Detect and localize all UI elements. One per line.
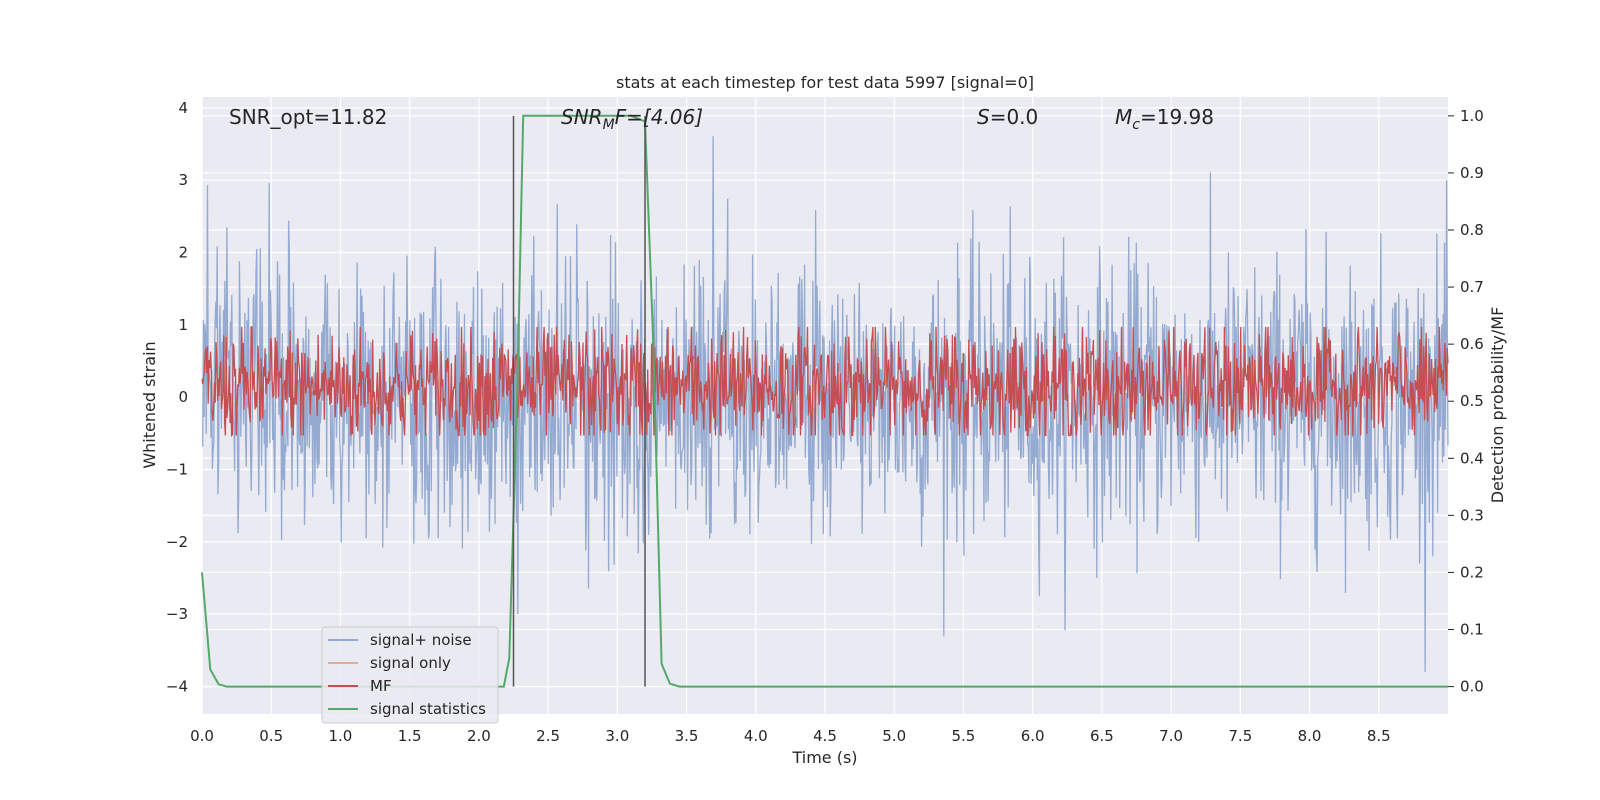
series-line-mf	[201, 326, 1449, 438]
series-group	[201, 114, 1449, 688]
y-right-tick-label: 0.9	[1460, 164, 1484, 182]
y-tick-label: −2	[166, 533, 188, 551]
y-right-tick-label: 1.0	[1460, 107, 1484, 125]
y-right-tick-label: 0.8	[1460, 221, 1484, 239]
legend-box	[321, 626, 499, 724]
y-right-tick-label: 0.4	[1460, 449, 1484, 467]
x-tick-label: 5.0	[882, 727, 906, 745]
y-right-tick-label: 0.3	[1460, 506, 1484, 524]
chart-title: stats at each timestep for test data 599…	[616, 73, 1034, 92]
y-tick-label: 2	[178, 244, 188, 262]
y-right-tick-label: 0.2	[1460, 563, 1484, 581]
vertical-markers	[512, 115, 646, 687]
x-tick-label: 0.5	[259, 727, 283, 745]
y-tick-label: −1	[166, 461, 188, 479]
annotation-mc: Mc=19.98	[1115, 105, 1214, 133]
y-axis-label: Whitened strain	[140, 341, 159, 468]
legend-label-mf: MF	[370, 677, 392, 695]
x-tick-label: 3.0	[605, 727, 629, 745]
x-tick-label: 1.5	[398, 727, 422, 745]
legend-label-signal-statistics: signal statistics	[370, 700, 486, 718]
y-tick-label: −4	[166, 678, 188, 696]
x-tick-label: 4.5	[813, 727, 837, 745]
series-line-signal-statistics	[201, 114, 1448, 688]
x-tick-label: 1.0	[329, 727, 353, 745]
y-tick-label: 4	[178, 99, 188, 117]
x-axis-label: Time (s)	[791, 748, 857, 767]
x-tick-label: 8.5	[1367, 727, 1391, 745]
legend-label-signal-noise: signal+ noise	[370, 631, 472, 649]
annotation-snr-opt: SNR_opt=11.82	[229, 105, 387, 129]
y-tick-label: 0	[178, 388, 188, 406]
x-tick-label: 6.0	[1021, 727, 1045, 745]
annotation-s: S=0.0	[977, 105, 1038, 129]
y-right-tick-label: 0.6	[1460, 335, 1484, 353]
y-right-tick-label: 0.7	[1460, 278, 1484, 296]
annotation-snr-mf: SNRMF=[4.06]	[561, 105, 703, 133]
y-axis-ticks: −4 −3 −2 −1 0 1 2 3 4	[166, 99, 188, 696]
x-tick-label: 4.0	[744, 727, 768, 745]
legend-label-signal-only: signal only	[370, 654, 451, 672]
x-tick-label: 3.5	[675, 727, 699, 745]
x-tick-label: 7.0	[1159, 727, 1183, 745]
x-axis-ticks: 0.0 0.5 1.0 1.5 2.0 2.5 3.0 3.5 4.0 4.5 5.0 5.5 6.0 6…	[190, 727, 1391, 745]
x-tick-label: 0.0	[190, 727, 214, 745]
y-right-tick-label: 0.1	[1460, 621, 1484, 639]
y-right-tick-label: 0.5	[1460, 392, 1484, 410]
y-right-axis-label: Detection probability/MF	[1488, 307, 1507, 504]
y-tick-label: 1	[178, 316, 188, 334]
x-tick-label: 2.0	[467, 727, 491, 745]
x-tick-label: 6.5	[1090, 727, 1114, 745]
y-tick-label: −3	[166, 605, 188, 623]
x-tick-label: 5.5	[952, 727, 976, 745]
x-tick-label: 2.5	[536, 727, 560, 745]
x-tick-label: 7.5	[1228, 727, 1252, 745]
legend: signal+ noise signal only MF signal stat…	[321, 626, 499, 724]
y-right-axis-ticks: 0.0 0.1 0.2 0.3 0.4 0.5 0.6 0.7 0.8 0.9 1.0	[1448, 107, 1484, 696]
y-tick-label: 3	[178, 171, 188, 189]
x-tick-label: 8.0	[1298, 727, 1322, 745]
y-right-tick-label: 0.0	[1460, 678, 1484, 696]
